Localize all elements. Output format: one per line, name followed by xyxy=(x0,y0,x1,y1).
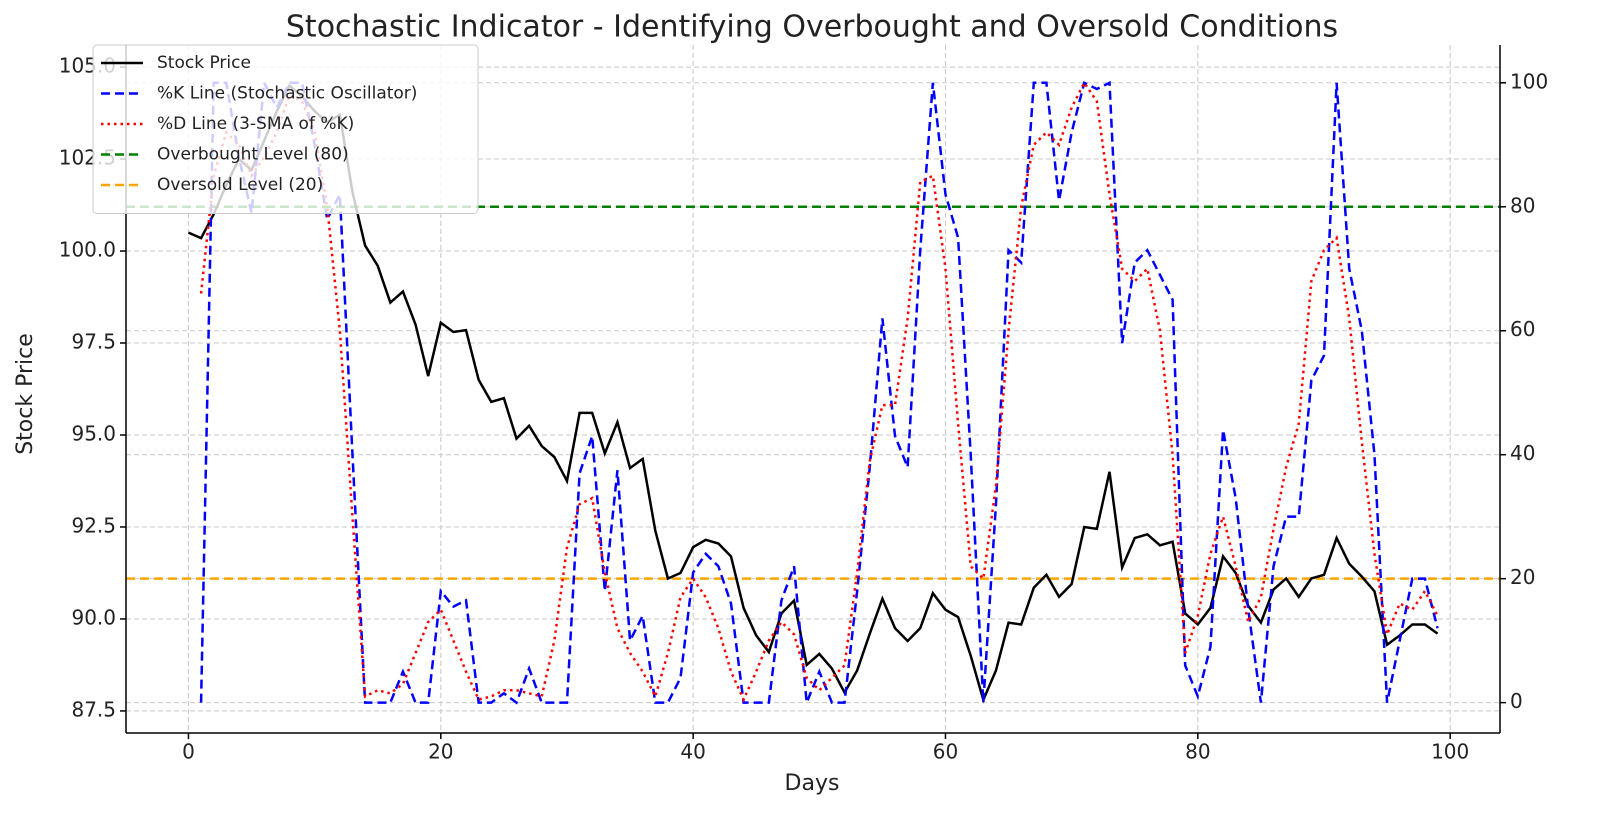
y-tick-label: 90.0 xyxy=(71,605,116,629)
y2-tick-label: 40 xyxy=(1510,441,1535,465)
x-tick-label: 100 xyxy=(1431,740,1469,764)
legend-label: Stock Price xyxy=(157,53,251,73)
series-line xyxy=(199,80,1439,703)
x-tick-label: 0 xyxy=(182,740,195,764)
x-tick-label: 60 xyxy=(933,740,958,764)
legend-label: Overbought Level (80) xyxy=(157,145,349,165)
chart-title: Stochastic Indicator - Identifying Overb… xyxy=(286,10,1338,45)
y2-tick-label: 80 xyxy=(1510,193,1535,217)
y-tick-label: 87.5 xyxy=(71,697,116,721)
x-tick-label: 40 xyxy=(680,740,705,764)
legend-label: %D Line (3-SMA of %K) xyxy=(157,114,354,134)
y-tick-label: 97.5 xyxy=(71,330,116,354)
legend-label: %K Line (Stochastic Oscillator) xyxy=(157,84,417,104)
y2-tick-label: 100 xyxy=(1510,69,1548,93)
legend-label: Oversold Level (20) xyxy=(157,175,323,195)
series-line xyxy=(187,83,1439,704)
y-axis-label: Stock Price xyxy=(13,333,38,455)
x-axis-label: Days xyxy=(785,771,840,796)
x-tick-label: 80 xyxy=(1185,740,1210,764)
y2-tick-label: 0 xyxy=(1510,689,1523,713)
y-tick-label: 100.0 xyxy=(59,238,116,262)
y-tick-label: 95.0 xyxy=(71,421,116,445)
y2-tick-label: 20 xyxy=(1510,565,1535,589)
legend-box xyxy=(92,44,479,214)
series-line xyxy=(199,78,1439,705)
y-tick-label: 92.5 xyxy=(71,513,116,537)
y2-tick-label: 60 xyxy=(1510,317,1535,341)
x-tick-label: 20 xyxy=(428,740,453,764)
